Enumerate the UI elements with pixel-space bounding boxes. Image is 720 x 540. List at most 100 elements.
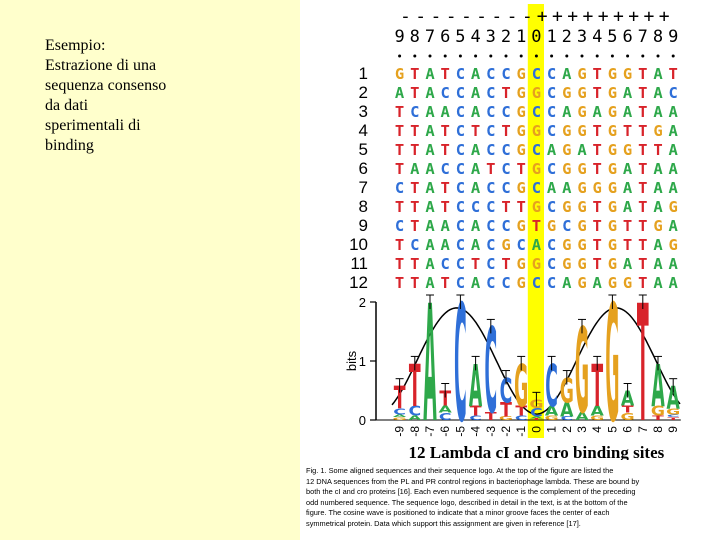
- row-number: 12: [349, 273, 368, 292]
- logo-letter: C: [454, 271, 467, 458]
- sequence-base: C: [456, 122, 465, 140]
- sequence-base: G: [562, 160, 571, 178]
- sequence-base: A: [471, 179, 481, 197]
- row-number: 10: [349, 235, 368, 254]
- logo-letter: C: [469, 415, 482, 422]
- sequence-base: A: [669, 141, 679, 159]
- sequence-base: A: [471, 141, 481, 159]
- sequence-base: G: [517, 122, 526, 140]
- caption-line: 12 DNA sequences from the PL and PR cont…: [306, 476, 640, 486]
- sequence-base: G: [517, 84, 526, 102]
- dot-marker: [610, 54, 614, 58]
- slide-text-panel: Esempio: Estrazione di una sequenza cons…: [0, 0, 300, 540]
- logo-letter: A: [651, 353, 664, 421]
- sequence-base: A: [669, 179, 679, 197]
- sequence-base: A: [653, 84, 663, 102]
- sequence-base: C: [547, 198, 556, 216]
- dot-marker: [641, 54, 645, 58]
- sequence-base: G: [517, 179, 526, 197]
- sequence-base: G: [577, 255, 586, 273]
- position-label: 8: [653, 27, 663, 47]
- sequence-base: T: [410, 141, 419, 159]
- sequence-base: C: [501, 179, 510, 197]
- sequence-base: T: [410, 179, 419, 197]
- sequence-base: C: [486, 122, 495, 140]
- sequence-base: C: [441, 160, 450, 178]
- logo-letter: A: [530, 416, 544, 419]
- sequence-base: G: [562, 84, 571, 102]
- sequence-base: C: [547, 160, 556, 178]
- sequence-base: A: [547, 179, 557, 197]
- logo-letter: A: [591, 403, 605, 418]
- sequence-base: A: [395, 84, 405, 102]
- sequence-base: A: [425, 103, 435, 121]
- sequence-base: G: [395, 65, 404, 83]
- sequence-base: T: [638, 217, 647, 235]
- logo-letter: G: [393, 416, 407, 421]
- sequence-base: T: [395, 103, 404, 121]
- sequence-base: C: [562, 217, 571, 235]
- dot-marker: [413, 54, 417, 58]
- sequence-base: A: [562, 65, 572, 83]
- sequence-base: A: [471, 103, 481, 121]
- logo-letter: C: [393, 408, 406, 417]
- sequence-base: G: [608, 141, 617, 159]
- sequence-base: T: [441, 198, 450, 216]
- sequence-base: G: [501, 236, 510, 254]
- caption-line: symmetrical protein. Data which support …: [306, 518, 581, 528]
- logo-letter: T: [531, 418, 544, 421]
- logo-letter: A: [469, 353, 482, 421]
- logo-letter: G: [514, 353, 528, 421]
- sequence-base: T: [410, 198, 419, 216]
- position-label: 6: [622, 27, 632, 47]
- sequence-base: A: [653, 103, 663, 121]
- sequence-base: C: [456, 236, 465, 254]
- sequence-base: A: [653, 198, 663, 216]
- logo-letter: C: [515, 415, 528, 422]
- sequence-base: C: [501, 65, 510, 83]
- logo-letter: C: [439, 411, 452, 422]
- sequence-base: A: [653, 160, 663, 178]
- dot-marker: [458, 54, 462, 58]
- figure-graphic: --------- +++++++++9 8 7 6 5 4 3 2 1 0 1 2 3 4 5 6 7 8 91 G T…: [344, 4, 681, 462]
- dot-row: [398, 54, 675, 58]
- sequence-base: A: [669, 255, 679, 273]
- position-label: 3: [577, 27, 587, 47]
- center-column-highlight: [527, 4, 544, 438]
- logo-x-tick-label: -3: [484, 426, 498, 437]
- sequence-base: G: [577, 236, 586, 254]
- row-number: 2: [359, 83, 368, 102]
- sequence-base: C: [486, 179, 495, 197]
- sequence-base: T: [593, 122, 602, 140]
- sequence-base: T: [471, 122, 480, 140]
- sequence-base: C: [441, 255, 450, 273]
- sequence-base: G: [653, 122, 662, 140]
- sequence-base: C: [456, 84, 465, 102]
- dot-marker: [428, 54, 432, 58]
- logo-letter: C: [545, 353, 558, 421]
- sequence-base: A: [410, 160, 420, 178]
- sequence-base: G: [577, 84, 586, 102]
- row-number: 5: [359, 140, 368, 159]
- logo-x-tick-label: 4: [590, 426, 604, 433]
- sequence-base: C: [486, 255, 495, 273]
- sequence-base: T: [410, 217, 419, 235]
- sequence-base: A: [441, 236, 451, 254]
- sequence-base: T: [395, 160, 404, 178]
- logo-letter: T: [637, 271, 649, 458]
- caption-line: odd numbered sequence. The sequence logo…: [306, 497, 628, 507]
- position-label: 9: [394, 27, 404, 47]
- caption-line: Fig. 1. Some aligned sequences and their…: [306, 466, 614, 475]
- logo-letter: A: [439, 404, 452, 415]
- sequence-base: C: [501, 141, 510, 159]
- sequence-base: T: [623, 236, 632, 254]
- sequence-base: C: [486, 141, 495, 159]
- slide-line: sperimentali di: [45, 117, 141, 134]
- sequence-base: G: [562, 236, 571, 254]
- row-number: 6: [359, 159, 368, 178]
- sequence-base: C: [456, 141, 465, 159]
- sequence-base: A: [425, 236, 435, 254]
- sequence-base: G: [608, 217, 617, 235]
- sequence-base: C: [501, 274, 510, 292]
